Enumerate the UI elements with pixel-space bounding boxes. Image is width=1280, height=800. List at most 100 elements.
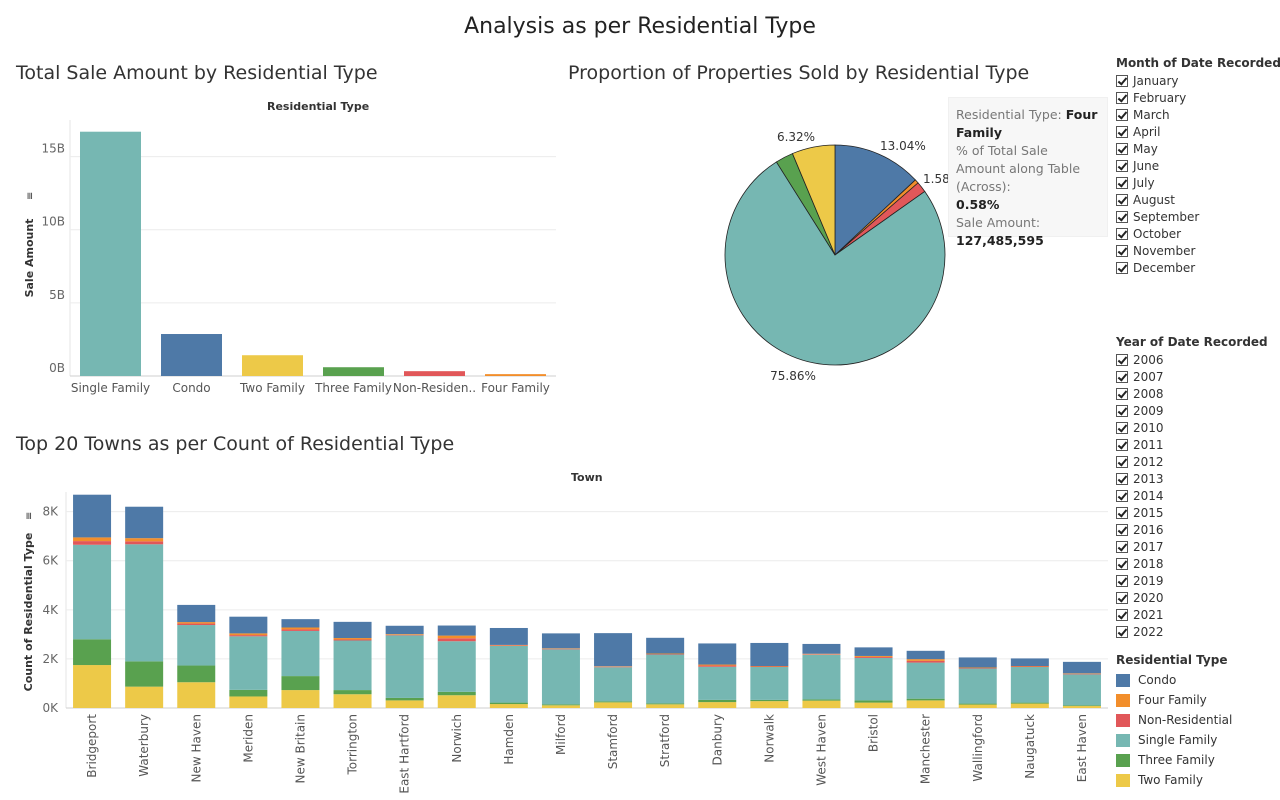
- stacked-bar-segment[interactable]: [229, 696, 268, 708]
- stacked-bar-segment[interactable]: [489, 704, 528, 708]
- stacked-bar-segment[interactable]: [333, 640, 372, 691]
- stacked-bar-segment[interactable]: [958, 657, 997, 668]
- checkbox-icon[interactable]: [1116, 625, 1128, 638]
- stacked-bar-segment[interactable]: [489, 627, 528, 645]
- stacked-bar-segment[interactable]: [1010, 658, 1049, 667]
- stacked-bar-segment[interactable]: [229, 633, 268, 636]
- stacked-bar-segment[interactable]: [1062, 661, 1101, 674]
- stacked-bar-segment[interactable]: [698, 666, 737, 700]
- checkbox-icon[interactable]: [1116, 489, 1128, 502]
- checkbox-icon[interactable]: [1116, 574, 1128, 587]
- bar[interactable]: [404, 371, 465, 376]
- stacked-bar-segment[interactable]: [698, 643, 737, 665]
- stacked-bar-segment[interactable]: [750, 701, 789, 708]
- year-option[interactable]: 2011: [1116, 436, 1268, 453]
- stacked-bar-segment[interactable]: [906, 698, 945, 701]
- pie-slice[interactable]: [834, 144, 916, 256]
- stacked-bar-segment[interactable]: [73, 665, 112, 708]
- month-option[interactable]: September: [1116, 208, 1280, 225]
- stacked-bar-segment[interactable]: [1010, 667, 1049, 703]
- checkbox-icon[interactable]: [1116, 387, 1128, 400]
- month-option[interactable]: June: [1116, 157, 1280, 174]
- stacked-bar-segment[interactable]: [125, 538, 164, 542]
- legend-item[interactable]: Two Family: [1116, 770, 1232, 790]
- stacked-bar-segment[interactable]: [333, 694, 372, 708]
- legend-item[interactable]: Three Family: [1116, 750, 1232, 770]
- year-option[interactable]: 2021: [1116, 606, 1268, 623]
- year-option[interactable]: 2010: [1116, 419, 1268, 436]
- pie-slice[interactable]: [791, 144, 836, 256]
- stacked-bar-segment[interactable]: [646, 703, 685, 705]
- stacked-bar-segment[interactable]: [385, 700, 424, 708]
- stacked-bar-segment[interactable]: [854, 647, 893, 656]
- legend-item[interactable]: Single Family: [1116, 730, 1232, 750]
- year-option[interactable]: 2008: [1116, 385, 1268, 402]
- checkbox-icon[interactable]: [1116, 74, 1128, 87]
- year-option[interactable]: 2013: [1116, 470, 1268, 487]
- year-option[interactable]: 2017: [1116, 538, 1268, 555]
- stacked-bar-segment[interactable]: [281, 630, 320, 677]
- stacked-bar-segment[interactable]: [750, 667, 789, 700]
- stacked-bar-segment[interactable]: [177, 622, 216, 624]
- stacked-bar-segment[interactable]: [333, 638, 372, 640]
- stacked-bar-segment[interactable]: [437, 635, 476, 639]
- stacked-bar-segment[interactable]: [906, 660, 945, 663]
- bar[interactable]: [323, 367, 384, 376]
- checkbox-icon[interactable]: [1116, 142, 1128, 155]
- stacked-bar-segment[interactable]: [698, 702, 737, 708]
- checkbox-icon[interactable]: [1116, 421, 1128, 434]
- stacked-bar-segment[interactable]: [698, 665, 737, 667]
- stacked-bar-segment[interactable]: [489, 645, 528, 703]
- stacked-bar-segment[interactable]: [594, 702, 633, 708]
- legend-item[interactable]: Non-Residential: [1116, 710, 1232, 730]
- stacked-bar-segment[interactable]: [646, 654, 685, 704]
- residential-type-pie-chart[interactable]: 13.04% 1.58 75.86% 6.32%: [700, 130, 960, 390]
- stacked-bar-segment[interactable]: [802, 699, 841, 701]
- stacked-bar-segment[interactable]: [73, 541, 112, 545]
- month-option[interactable]: May: [1116, 140, 1280, 157]
- checkbox-icon[interactable]: [1116, 193, 1128, 206]
- stacked-bar-segment[interactable]: [594, 701, 633, 703]
- checkbox-icon[interactable]: [1116, 108, 1128, 121]
- stacked-bar-segment[interactable]: [281, 629, 320, 631]
- checkbox-icon[interactable]: [1116, 91, 1128, 104]
- sort-icon[interactable]: ≡: [24, 512, 35, 520]
- month-option[interactable]: February: [1116, 89, 1280, 106]
- month-option[interactable]: July: [1116, 174, 1280, 191]
- year-option[interactable]: 2022: [1116, 623, 1268, 640]
- month-option[interactable]: December: [1116, 259, 1280, 276]
- checkbox-icon[interactable]: [1116, 210, 1128, 223]
- stacked-bar-segment[interactable]: [385, 625, 424, 635]
- stacked-bar-segment[interactable]: [177, 623, 216, 626]
- checkbox-icon[interactable]: [1116, 557, 1128, 570]
- stacked-bar-segment[interactable]: [177, 625, 216, 666]
- month-option[interactable]: August: [1116, 191, 1280, 208]
- stacked-bar-segment[interactable]: [177, 665, 216, 683]
- stacked-bar-segment[interactable]: [854, 700, 893, 703]
- checkbox-icon[interactable]: [1116, 227, 1128, 240]
- month-option[interactable]: March: [1116, 106, 1280, 123]
- stacked-bar-segment[interactable]: [646, 637, 685, 654]
- stacked-bar-segment[interactable]: [229, 635, 268, 637]
- checkbox-icon[interactable]: [1116, 261, 1128, 274]
- year-option[interactable]: 2014: [1116, 487, 1268, 504]
- stacked-bar-segment[interactable]: [437, 625, 476, 636]
- stacked-bar-segment[interactable]: [125, 686, 164, 708]
- stacked-bar-segment[interactable]: [854, 657, 893, 701]
- month-option[interactable]: October: [1116, 225, 1280, 242]
- year-option[interactable]: 2012: [1116, 453, 1268, 470]
- stacked-bar-segment[interactable]: [1062, 674, 1101, 706]
- month-option[interactable]: January: [1116, 72, 1280, 89]
- stacked-bar-segment[interactable]: [594, 633, 633, 667]
- stacked-bar-segment[interactable]: [125, 541, 164, 545]
- checkbox-icon[interactable]: [1116, 455, 1128, 468]
- stacked-bar-segment[interactable]: [73, 537, 112, 542]
- checkbox-icon[interactable]: [1116, 353, 1128, 366]
- legend-item[interactable]: Four Family: [1116, 690, 1232, 710]
- towns-stacked-bar-chart[interactable]: 0K 2K 4K 6K 8K Count of Residential Type ≡ Brid…: [0, 480, 1110, 800]
- stacked-bar-segment[interactable]: [906, 662, 945, 699]
- stacked-bar-segment[interactable]: [698, 664, 737, 666]
- stacked-bar-segment[interactable]: [854, 655, 893, 657]
- stacked-bar-segment[interactable]: [854, 702, 893, 708]
- year-option[interactable]: 2020: [1116, 589, 1268, 606]
